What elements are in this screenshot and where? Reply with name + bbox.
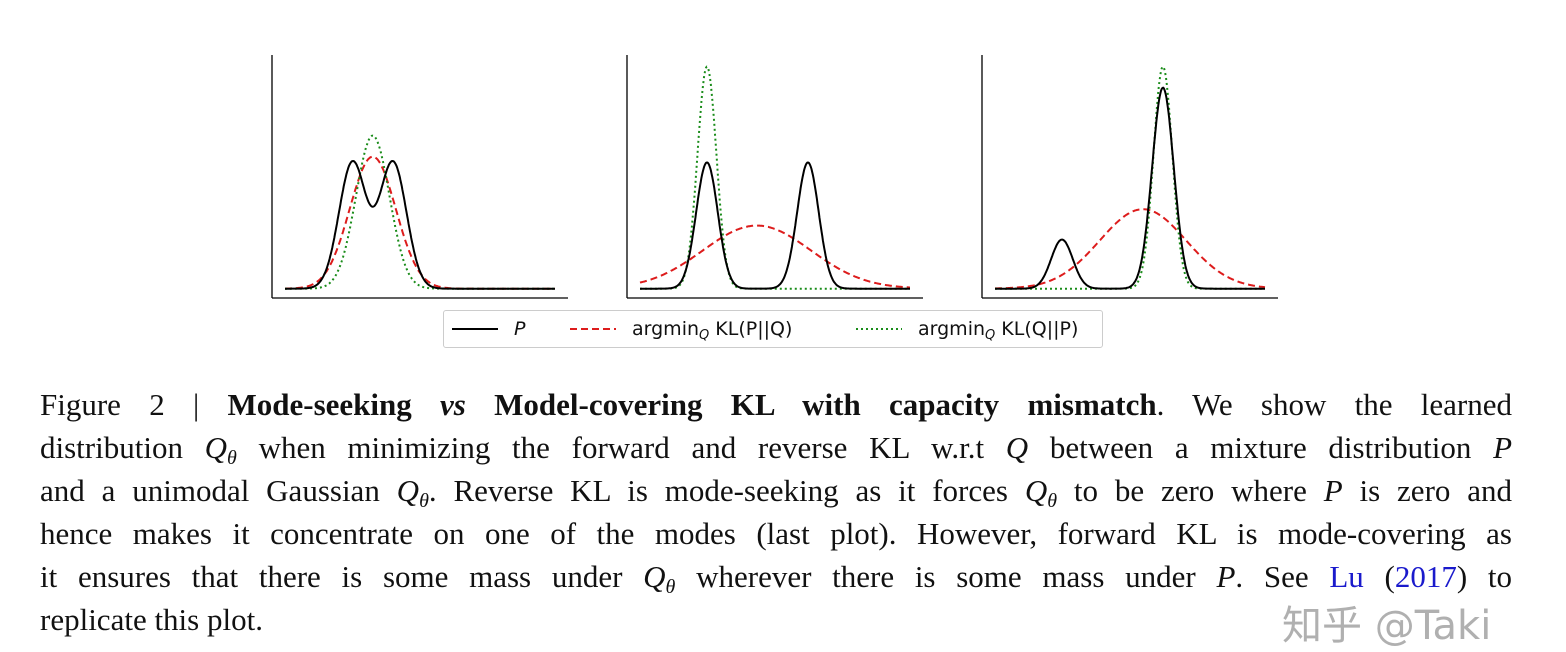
caption-text: when minimizing the forward and reverse … (236, 430, 1006, 465)
caption-text: Q (1024, 473, 1048, 508)
citation-link[interactable]: 2017 (1394, 559, 1457, 594)
subscript: θ (1047, 490, 1058, 512)
legend-label: P (514, 318, 526, 340)
citation-link[interactable]: Lu (1329, 559, 1364, 594)
subscript: θ (227, 447, 237, 469)
series-forward-line (639, 224, 910, 289)
subscript: θ (665, 576, 676, 598)
legend-swatch-dotted (856, 328, 902, 330)
legend-item-p: P (452, 318, 525, 340)
caption-text: Model-covering KL with capacity mismatch (465, 387, 1157, 422)
caption-text: distribution (40, 430, 205, 465)
plot-panel-2 (626, 55, 923, 299)
plot-panel-3 (981, 55, 1278, 299)
figure-caption: Figure 2 | Mode-seeking vs Model-coverin… (40, 383, 1512, 641)
legend-swatch-solid (452, 328, 498, 330)
series-reverse-line (285, 134, 555, 290)
caption-text: P (1323, 473, 1343, 508)
caption-text: and a unimodal Gaussian (40, 473, 397, 508)
plot-panel-1 (271, 55, 568, 299)
caption-text: wherever there is some mass under (675, 559, 1217, 594)
caption-text: between a mixture distribution (1028, 430, 1494, 465)
series-p-line (995, 86, 1265, 290)
legend-label: argminQ KL(P||Q) (632, 318, 793, 343)
caption-text: Q (643, 559, 666, 594)
legend-item-reverse-kl: argminQ KL(Q||P) (856, 318, 1079, 343)
legend: P argminQ KL(P||Q) argminQ KL(Q||P) (443, 310, 1103, 348)
caption-text: vs (440, 387, 466, 422)
caption-text: . We show the learned (1156, 387, 1513, 422)
caption-text: Q (396, 473, 420, 508)
caption-text: to be zero where (1057, 473, 1324, 508)
caption-text: ( (1363, 559, 1395, 594)
legend-label: argminQ KL(Q||P) (918, 318, 1079, 343)
caption-text: Figure 2 | (40, 387, 228, 422)
caption-line: it ensures that there is some mass under… (40, 555, 1512, 598)
caption-text: P (1493, 430, 1512, 465)
caption-text: it ensures that there is some mass under (40, 559, 644, 594)
caption-text: Q (1005, 430, 1029, 465)
caption-text: is zero and (1342, 473, 1512, 508)
figure-plots (271, 55, 1278, 299)
caption-text: hence makes it concentrate on one of the… (40, 516, 1512, 551)
caption-line: Figure 2 | Mode-seeking vs Model-coverin… (40, 383, 1512, 426)
series-reverse-line (640, 65, 910, 290)
caption-text: replicate this plot. (40, 602, 263, 637)
caption-text: Q (204, 430, 228, 465)
caption-text: ) to (1456, 559, 1513, 594)
caption-line: replicate this plot. (40, 598, 1512, 641)
series-reverse-line (995, 65, 1265, 290)
legend-swatch-dashed (570, 328, 616, 330)
caption-line: distribution Qθ when minimizing the forw… (40, 426, 1512, 469)
watermark: 知乎 @Taki (1282, 603, 1492, 649)
series-p-line (640, 161, 910, 290)
caption-text: . Reverse KL is mode-seeking as it force… (428, 473, 1025, 508)
caption-line: and a unimodal Gaussian Qθ. Reverse KL i… (40, 469, 1512, 512)
caption-line: hence makes it concentrate on one of the… (40, 512, 1512, 555)
caption-text: Mode-seeking (227, 387, 441, 422)
subscript: θ (419, 490, 429, 512)
caption-text: . See (1235, 559, 1330, 594)
series-p-line (285, 159, 555, 290)
series-forward-line (995, 208, 1266, 290)
legend-item-forward-kl: argminQ KL(P||Q) (570, 318, 793, 343)
caption-text: P (1216, 559, 1236, 594)
